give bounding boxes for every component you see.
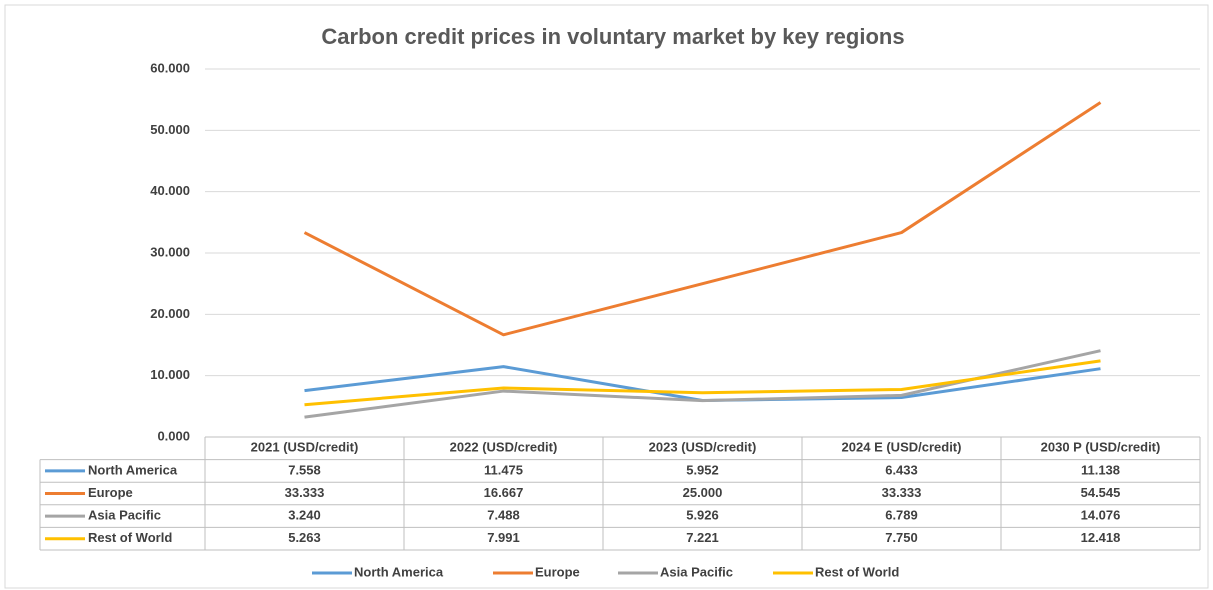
- table-cell: 5.926: [686, 508, 719, 523]
- table-cell: 6.789: [885, 508, 918, 523]
- y-tick-label: 0.000: [157, 428, 190, 443]
- y-tick-label: 10.000: [150, 367, 190, 382]
- table-cell: 33.333: [285, 485, 325, 500]
- table-cell: 7.488: [487, 508, 520, 523]
- table-cell: 33.333: [882, 485, 922, 500]
- table-row-label: North America: [88, 462, 178, 477]
- table-cell: 7.221: [686, 530, 719, 545]
- table-cell: 7.991: [487, 530, 520, 545]
- table-cell: 54.545: [1081, 485, 1121, 500]
- chart-title: Carbon credit prices in voluntary market…: [321, 24, 904, 49]
- chart-border: [4, 4, 1209, 589]
- y-tick-label: 40.000: [150, 183, 190, 198]
- table-cell: 25.000: [683, 485, 723, 500]
- series-line: [304, 359, 1101, 407]
- table-cell: 14.076: [1081, 508, 1121, 523]
- table-cell: 5.952: [686, 462, 719, 477]
- table-cell: 6.433: [885, 462, 918, 477]
- table-cell: 7.558: [288, 462, 321, 477]
- series-line: [304, 349, 1101, 419]
- legend-label: North America: [354, 564, 444, 579]
- table-header: 2023 (USD/credit): [649, 440, 757, 455]
- y-tick-label: 20.000: [150, 306, 190, 321]
- table-cell: 3.240: [288, 508, 321, 523]
- series-line: [303, 101, 1102, 337]
- legend-label: Asia Pacific: [660, 564, 733, 579]
- y-tick-label: 30.000: [150, 244, 190, 259]
- table-cell: 16.667: [484, 485, 524, 500]
- table-header: 2024 E (USD/credit): [842, 440, 962, 455]
- table-row-label: Rest of World: [88, 530, 172, 545]
- y-tick-label: 50.000: [150, 122, 190, 137]
- table-cell: 12.418: [1081, 530, 1121, 545]
- legend-label: Rest of World: [815, 564, 899, 579]
- table-cell: 5.263: [288, 530, 321, 545]
- table-cell: 11.138: [1081, 462, 1120, 477]
- table-header: 2022 (USD/credit): [450, 440, 558, 455]
- table-cell: 7.750: [885, 530, 918, 545]
- table-row-label: Asia Pacific: [88, 508, 161, 523]
- table-cell: 11.475: [484, 462, 523, 477]
- table-header: 2021 (USD/credit): [251, 440, 359, 455]
- y-tick-label: 60.000: [150, 60, 190, 75]
- legend-label: Europe: [535, 564, 580, 579]
- table-row-label: Europe: [88, 485, 133, 500]
- table-header: 2030 P (USD/credit): [1041, 440, 1161, 455]
